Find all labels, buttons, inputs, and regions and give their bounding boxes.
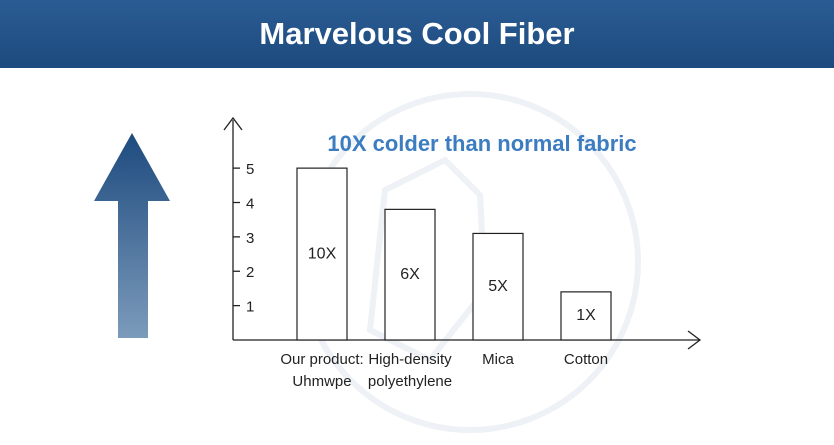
- x-tick-label: Cotton: [564, 351, 608, 368]
- x-tick-label: Our product: Uhmwpe: [280, 351, 363, 390]
- bar-text: 1X: [576, 307, 596, 324]
- up-arrow: [94, 133, 170, 338]
- y-tick-label: 3: [246, 230, 254, 247]
- bar: [560, 291, 612, 341]
- bar-text: 6X: [400, 266, 420, 283]
- y-tick-label: 1: [246, 299, 254, 316]
- y-tick-label: 4: [246, 195, 254, 212]
- y-tick-label: 5: [246, 161, 254, 178]
- bar-text: 5X: [488, 278, 508, 295]
- x-tick-label: High-density polyethylene: [368, 351, 452, 390]
- x-tick-label-line: polyethylene: [368, 373, 452, 390]
- x-tick-label-line: Our product:: [280, 351, 363, 368]
- chart-title: Marvelous Cool Fiber: [259, 16, 574, 51]
- bar: [384, 208, 436, 341]
- bar-text: 10X: [308, 245, 337, 262]
- bar: [296, 167, 348, 341]
- x-tick-label-line: Mica: [482, 351, 514, 368]
- x-tick-label-line: High-density: [368, 351, 452, 368]
- y-tick-label: 2: [246, 264, 254, 281]
- x-tick-label-line: Uhmwpe: [292, 373, 351, 390]
- bar: [472, 232, 524, 341]
- header-bar: [0, 0, 834, 68]
- x-tick-label: Mica: [482, 351, 514, 368]
- x-tick-label-line: Cotton: [564, 351, 608, 368]
- chart-subtitle: 10X colder than normal fabric: [327, 131, 636, 156]
